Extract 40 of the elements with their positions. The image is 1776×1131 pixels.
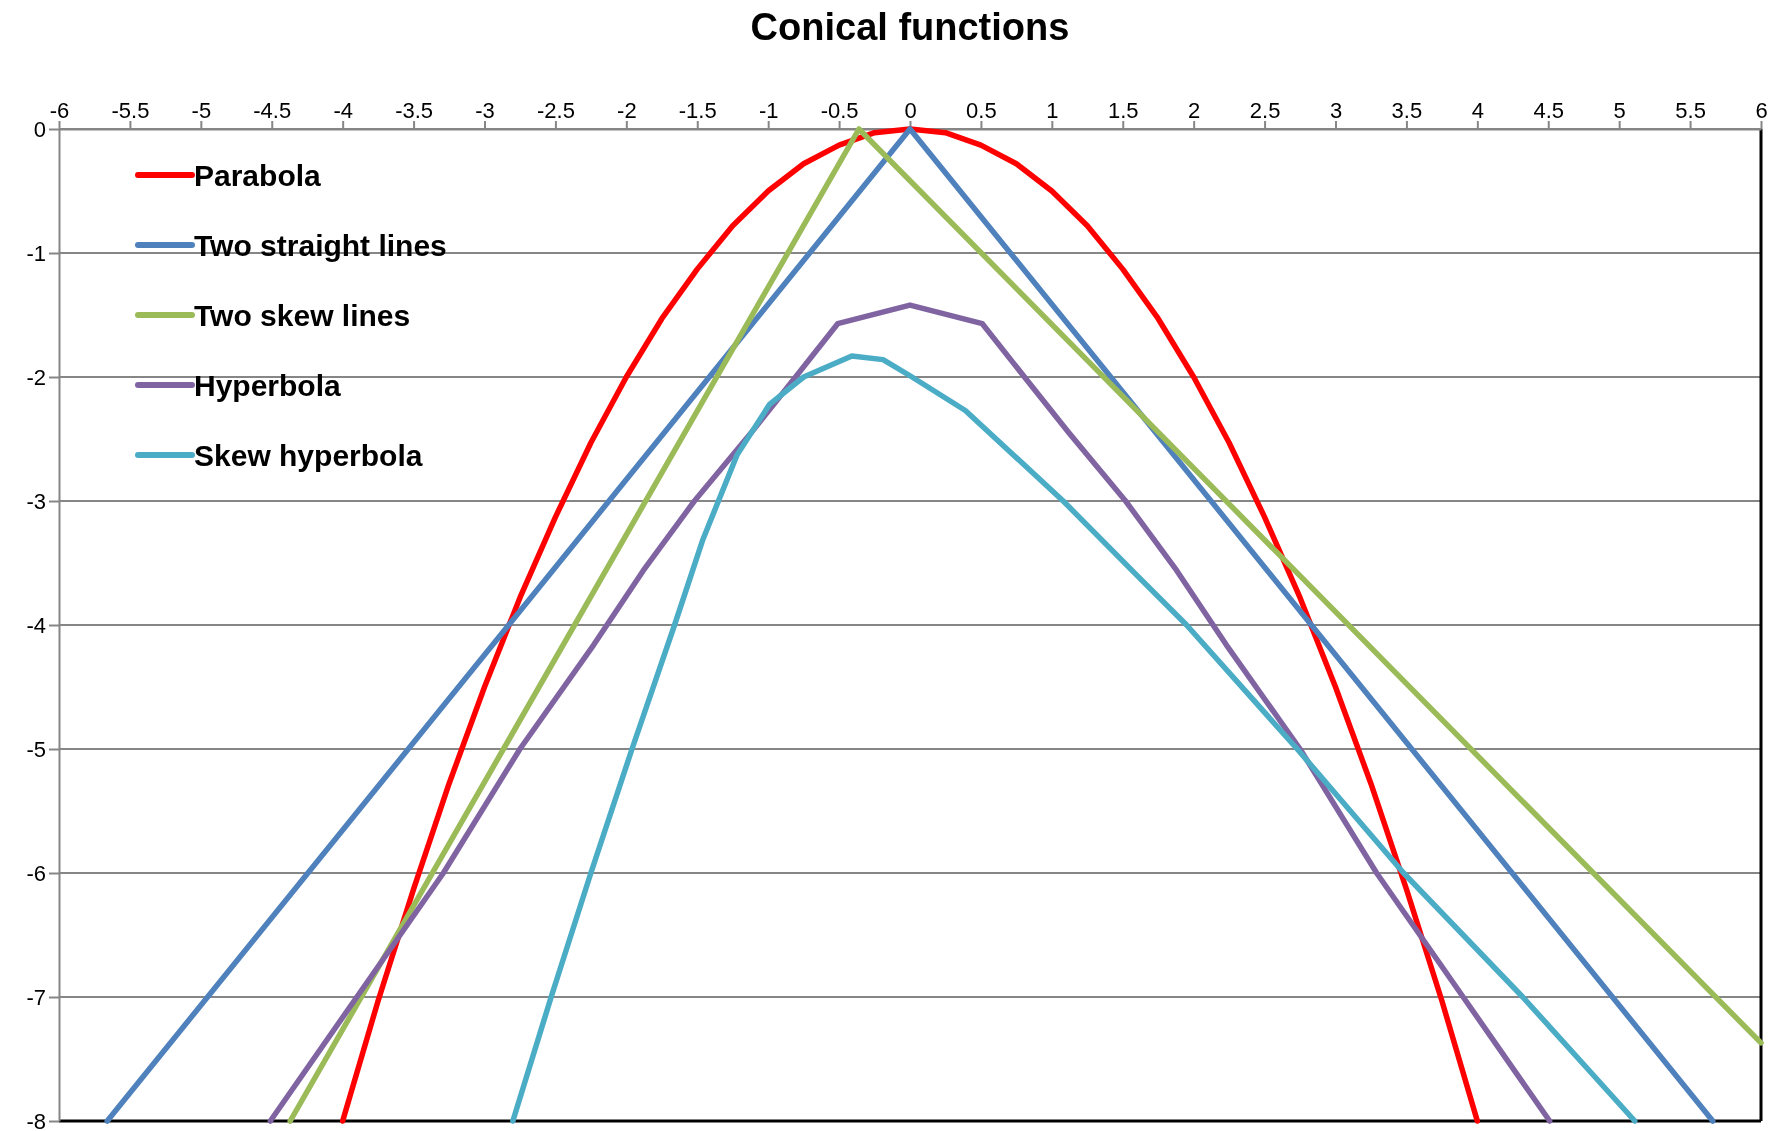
x-tick-label: -5	[191, 98, 212, 123]
legend-label: Parabola	[194, 159, 322, 192]
legend-label: Two skew lines	[194, 299, 411, 332]
y-tick-label: -7	[26, 984, 46, 1010]
x-tick-label: 4	[1471, 98, 1484, 123]
y-tick-label: -3	[26, 488, 46, 514]
x-tick-label: -1.5	[678, 98, 717, 123]
x-tick-label: 5.5	[1675, 98, 1706, 123]
y-tick-label: -1	[26, 240, 46, 266]
x-tick-label: 1	[1046, 98, 1059, 123]
x-tick-label: -3	[475, 98, 495, 123]
y-tick-label: 0	[33, 116, 46, 142]
y-tick-label: -6	[26, 860, 46, 886]
legend-label: Hyperbola	[194, 369, 342, 402]
x-tick-label: 2.5	[1249, 98, 1281, 123]
x-tick-label: -6	[49, 98, 70, 123]
y-tick-label: -4	[26, 612, 46, 638]
y-tick-label: -5	[26, 736, 46, 762]
x-tick-label: 3	[1329, 98, 1343, 123]
legend-label: Two straight lines	[194, 229, 447, 262]
x-tick-label: 3.5	[1391, 98, 1423, 123]
x-tick-label: 0	[904, 98, 917, 123]
x-tick-label: -4	[333, 98, 353, 123]
x-tick-label: 4.5	[1533, 98, 1565, 123]
x-tick-label: 1.5	[1107, 98, 1139, 123]
y-tick-label: -8	[26, 1108, 46, 1131]
x-tick-label: -2	[617, 98, 637, 123]
chart-title: Conical functions	[750, 6, 1070, 48]
x-tick-label: 0.5	[966, 98, 997, 123]
x-tick-label: -0.5	[820, 98, 859, 123]
x-tick-label: 2	[1188, 98, 1201, 123]
x-tick-label: 6	[1755, 98, 1768, 123]
x-tick-label: -4.5	[253, 98, 292, 123]
x-tick-label: -5.5	[111, 98, 150, 123]
x-tick-label: -3.5	[395, 98, 434, 123]
legend-label: Skew hyperbola	[194, 439, 423, 472]
y-tick-label: -2	[26, 364, 46, 390]
x-tick-label: -1	[758, 98, 779, 123]
x-tick-label: -2.5	[536, 98, 575, 123]
x-tick-label: 5	[1613, 98, 1626, 123]
